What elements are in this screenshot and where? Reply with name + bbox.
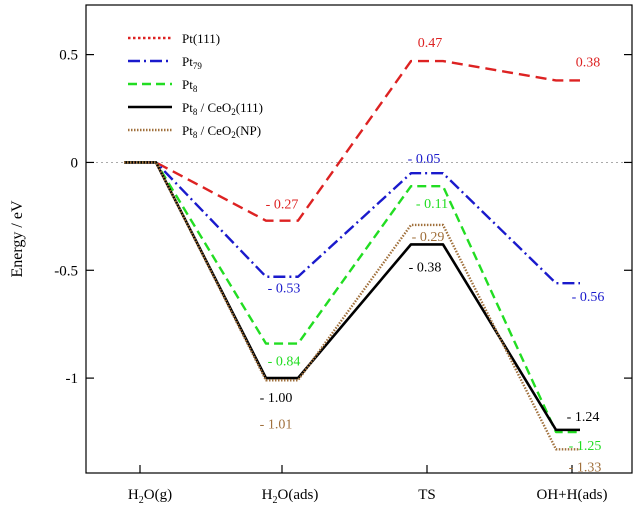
data-label: - 0.05: [408, 152, 441, 167]
legend-label-pt8-ceo2-np: Pt8 / CeO2(NP): [182, 123, 261, 140]
y-axis-ticks: 0.5 0 -0.5 -1: [54, 48, 632, 387]
data-label: - 1.00: [260, 391, 293, 406]
legend-label-pt79: Pt79: [182, 54, 202, 71]
data-label: 0.38: [576, 55, 601, 70]
data-labels: - 0.27 0.47 0.38 - 0.53 - 0.05 - 0.56 - 0.84 - …: [260, 36, 605, 475]
series-line: [124, 161, 580, 432]
data-label: - 0.29: [412, 230, 445, 245]
y-tick-label: -1: [66, 371, 79, 387]
data-label: - 0.38: [409, 260, 442, 275]
data-label: - 1.01: [260, 417, 293, 432]
data-label: 0.47: [418, 36, 443, 51]
legend-label-pt8: Pt8: [182, 77, 198, 94]
data-label: - 1.24: [567, 410, 600, 425]
x-tick-label-h2o-ads: H2O(ads): [262, 487, 319, 506]
y-tick-label: 0: [71, 155, 79, 171]
x-tick-label-ts: TS: [418, 487, 436, 503]
data-label: - 1.25: [569, 439, 602, 454]
x-axis-ticks: H2O(g) H2O(ads) TS OH+H(ads): [128, 465, 608, 506]
plot-frame: [85, 4, 633, 474]
data-label: - 0.27: [266, 198, 299, 213]
data-label: - 0.84: [268, 355, 301, 370]
legend-label-pt111: Pt(111): [182, 31, 220, 46]
data-label: - 1.33: [569, 460, 602, 475]
series-line: [124, 161, 580, 451]
data-label: - 0.56: [572, 290, 605, 305]
y-axis-title: Energy / eV: [9, 200, 26, 277]
series-line: [124, 161, 580, 434]
x-tick-label-oh-h-ads: OH+H(ads): [537, 487, 608, 503]
data-label: - 0.53: [268, 282, 301, 297]
x-tick-label-h2o-g: H2O(g): [128, 487, 172, 506]
data-label: - 0.11: [416, 197, 448, 212]
y-tick-label: 0.5: [59, 48, 78, 64]
y-tick-label: -0.5: [54, 263, 78, 279]
series-line: [124, 161, 580, 285]
legend-label-pt8-ceo2-111: Pt8 / CeO2(111): [182, 100, 263, 117]
series-lines: [124, 59, 580, 451]
series-line: [124, 59, 580, 222]
legend: Pt(111) Pt79 Pt8 Pt8 / CeO2(111) Pt8 / C…: [128, 31, 263, 140]
